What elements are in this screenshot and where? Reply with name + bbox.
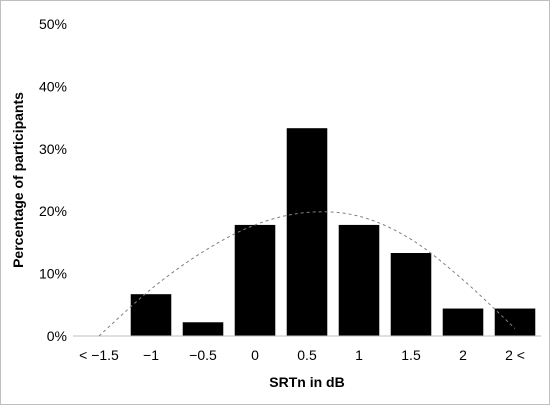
bar [338,224,380,336]
bar [442,308,484,336]
fit-curve [98,211,516,337]
x-tick-label: 1 [355,347,363,363]
y-tick-label: 0% [47,328,67,344]
x-axis-ticks: < −1.5 −1 −0.5 0 0.5 1 1.5 2 2 < [79,347,525,363]
x-tick-label: −0.5 [189,347,217,363]
bars [130,128,536,336]
bar [494,308,536,336]
y-tick-label: 20% [39,203,67,219]
y-tick-label: 40% [39,78,67,94]
bar [286,128,328,336]
x-tick-label: 1.5 [401,347,421,363]
x-tick-label: < −1.5 [79,347,119,363]
bar [234,224,276,336]
x-tick-label: 0 [251,347,259,363]
bar [182,322,224,336]
x-tick-label: 2 [459,347,467,363]
x-tick-label: −1 [143,347,159,363]
y-tick-label: 10% [39,266,67,282]
y-tick-label: 50% [39,16,67,32]
y-axis-ticks: 0% 10% 20% 30% 40% 50% [39,16,67,344]
bar [390,253,432,336]
bar [130,294,172,336]
x-tick-label: 0.5 [297,347,317,363]
y-tick-label: 30% [39,141,67,157]
y-axis-title: Percentage of participants [10,92,26,268]
x-axis-title: SRTn in dB [269,374,344,390]
x-tick-label: 2 < [505,347,525,363]
